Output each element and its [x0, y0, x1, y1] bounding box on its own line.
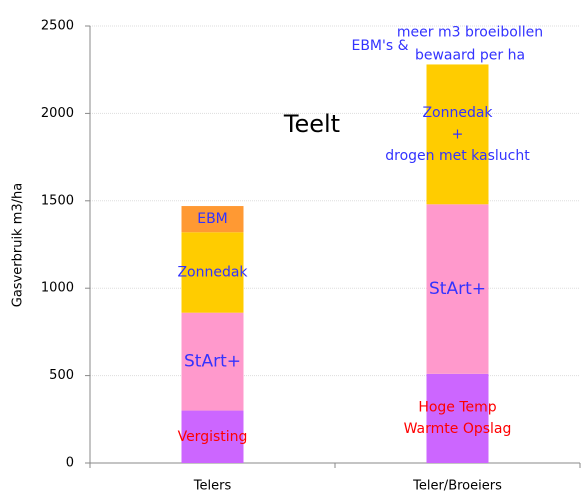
- x-tick-label: Teler/Broeiers: [412, 479, 502, 493]
- segment-label: +: [452, 126, 464, 142]
- segment-label: StArt+: [184, 352, 241, 372]
- bar-segment: [181, 312, 244, 411]
- segment-label: Zonnedak: [422, 105, 493, 121]
- annotation: Teelt: [283, 110, 340, 138]
- y-tick-label: 1000: [41, 281, 74, 296]
- bar-segment: [181, 206, 244, 233]
- segment-label: drogen met kaslucht: [385, 148, 530, 164]
- x-tick-label: Telers: [193, 479, 232, 493]
- annotation: EBM's &: [351, 38, 408, 54]
- y-tick-label: 0: [66, 456, 74, 471]
- segment-label: Hoge Temp: [418, 400, 496, 416]
- segment-label: EBM: [197, 211, 228, 227]
- segment-label: Warmte Opslag: [404, 421, 512, 437]
- y-tick-label: 2000: [41, 106, 74, 121]
- annotation: bewaard per ha: [415, 48, 525, 64]
- y-axis-label: Gasverbruik m3/ha: [11, 183, 26, 307]
- y-tick-label: 500: [49, 368, 74, 383]
- bar-segment: [426, 64, 489, 205]
- bar-segment: [181, 410, 244, 463]
- y-tick-label: 2500: [41, 19, 74, 34]
- segment-label: Zonnedak: [177, 264, 248, 280]
- segment-label: Vergisting: [178, 429, 248, 445]
- bar-segment: [181, 232, 244, 313]
- annotation: meer m3 broeibollen: [397, 25, 543, 41]
- bar-segment: [426, 373, 489, 463]
- segment-label: StArt+: [429, 279, 486, 299]
- y-tick-label: 1500: [41, 193, 74, 208]
- bar-segment: [426, 204, 489, 374]
